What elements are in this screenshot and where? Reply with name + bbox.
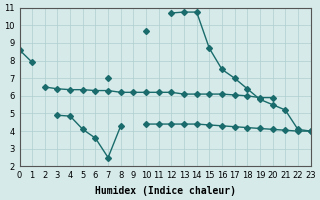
X-axis label: Humidex (Indice chaleur): Humidex (Indice chaleur) (94, 186, 236, 196)
